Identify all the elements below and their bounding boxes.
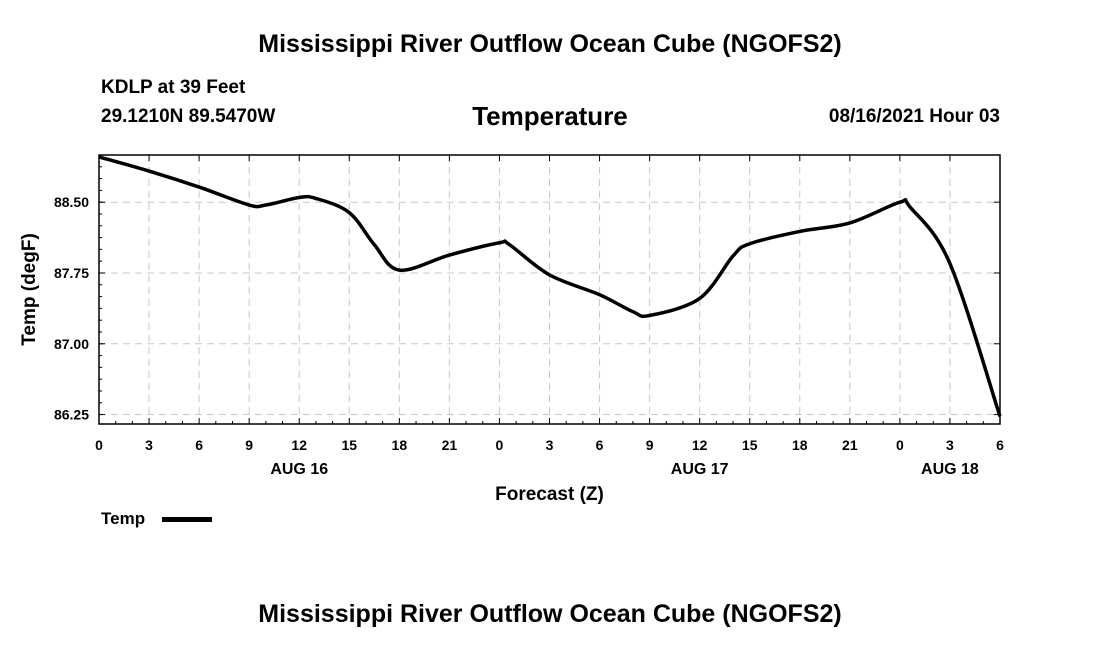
y-tick-label: 87.00 — [54, 336, 89, 352]
chart-title-bottom: Mississippi River Outflow Ocean Cube (NG… — [258, 600, 842, 628]
x-tick-label: 6 — [996, 437, 1004, 453]
y-tick-label: 86.25 — [54, 407, 89, 423]
x-tick-label: 18 — [792, 437, 808, 453]
coordinates-label: 29.1210N 89.5470W — [101, 106, 276, 127]
chart-title-top: Mississippi River Outflow Ocean Cube (NG… — [258, 30, 842, 58]
x-tick-label: 9 — [245, 437, 253, 453]
x-tick-label: 6 — [596, 437, 604, 453]
x-tick-label: 0 — [896, 437, 904, 453]
x-tick-label: 0 — [496, 437, 504, 453]
x-tick-label: 18 — [392, 437, 408, 453]
y-tick-label: 87.75 — [54, 265, 89, 281]
chart-subtitle: Temperature — [472, 101, 628, 131]
x-tick-label: 3 — [946, 437, 954, 453]
x-date-label: AUG 16 — [270, 461, 328, 478]
series-line-temp — [98, 155, 1002, 417]
x-tick-label: 15 — [341, 437, 357, 453]
x-date-label: AUG 17 — [671, 461, 729, 478]
x-tick-label: 3 — [145, 437, 153, 453]
legend-swatch-temp — [162, 517, 212, 522]
x-tick-label: 12 — [291, 437, 307, 453]
x-tick-label: 21 — [842, 437, 858, 453]
x-tick-label: 9 — [646, 437, 654, 453]
x-tick-label: 21 — [442, 437, 458, 453]
x-date-label: AUG 18 — [921, 461, 979, 478]
x-tick-label: 15 — [742, 437, 758, 453]
y-tick-label: 88.50 — [54, 194, 89, 210]
x-tick-label: 3 — [546, 437, 554, 453]
x-axis-label: Forecast (Z) — [495, 484, 604, 505]
x-tick-label: 6 — [195, 437, 203, 453]
y-axis-label: Temp (degF) — [19, 233, 40, 346]
legend-label-temp: Temp — [101, 509, 146, 528]
x-tick-label: 0 — [95, 437, 103, 453]
x-tick-label: 12 — [692, 437, 708, 453]
forecast-datetime: 08/16/2021 Hour 03 — [828, 106, 1000, 127]
station-label: KDLP at 39 Feet — [101, 77, 246, 98]
